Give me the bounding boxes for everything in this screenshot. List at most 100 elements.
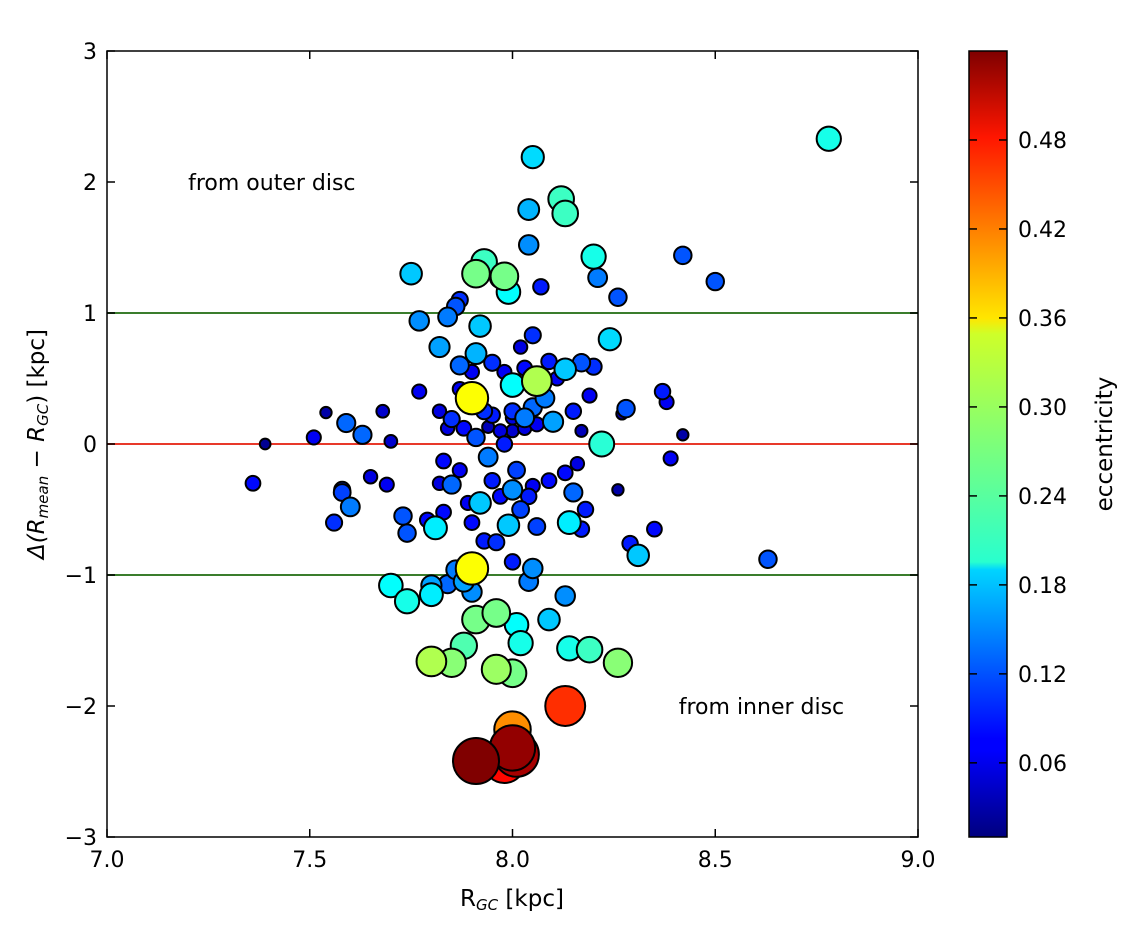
data-point	[551, 199, 580, 228]
data-point	[463, 514, 481, 531]
data-point	[451, 462, 468, 479]
data-point	[608, 287, 628, 308]
data-point	[442, 410, 461, 429]
data-point	[522, 557, 544, 580]
data-point	[576, 500, 595, 519]
data-point	[423, 515, 448, 541]
y-tick-label: −2	[65, 695, 97, 720]
data-point	[503, 553, 522, 571]
data-point	[815, 125, 842, 152]
data-point	[540, 472, 558, 490]
colorbar-tick-label: 0.12	[1018, 663, 1067, 688]
data-point	[455, 419, 473, 437]
data-point	[362, 469, 379, 485]
colorbar-tick-label: 0.30	[1018, 396, 1067, 421]
data-point	[454, 380, 490, 416]
data-point	[418, 582, 444, 608]
data-point	[480, 653, 512, 685]
data-point	[537, 607, 561, 632]
data-point	[466, 427, 486, 448]
data-point	[477, 446, 499, 468]
data-point	[602, 647, 634, 678]
data-point	[319, 405, 333, 420]
data-point	[468, 314, 492, 338]
data-point	[501, 479, 524, 501]
data-point	[523, 326, 542, 345]
data-point	[393, 588, 421, 615]
data-point	[532, 278, 550, 296]
data-point	[653, 382, 672, 401]
data-point	[564, 402, 583, 420]
data-point	[435, 452, 452, 470]
data-point	[468, 491, 492, 515]
y-tick-label: 3	[83, 40, 97, 65]
data-point	[556, 464, 574, 482]
data-point	[454, 551, 490, 586]
data-point	[499, 372, 526, 398]
data-point	[520, 144, 545, 170]
x-tick-label: 8.5	[698, 848, 733, 873]
data-point	[520, 365, 553, 397]
y-tick-label: 0	[83, 433, 97, 458]
x-tick-label: 7.0	[90, 848, 125, 873]
data-point	[452, 737, 501, 786]
data-point	[544, 685, 587, 727]
data-point	[597, 327, 622, 352]
data-points	[244, 125, 842, 786]
y-tick-label: 1	[83, 302, 97, 327]
data-point	[464, 342, 488, 366]
data-point	[408, 310, 430, 332]
y-tick-label: 2	[83, 171, 97, 196]
x-tick-label: 9.0	[901, 848, 936, 873]
colorbar-tick-label: 0.48	[1018, 129, 1067, 154]
data-point	[758, 549, 778, 570]
data-point	[517, 198, 541, 221]
data-point	[673, 245, 693, 266]
data-point	[507, 629, 534, 657]
data-point	[580, 243, 607, 270]
data-point	[244, 474, 262, 492]
data-point	[496, 513, 521, 537]
data-point	[569, 455, 586, 472]
y-axis-label: Δ(Rmean − RGC) [kpc]	[24, 329, 52, 561]
data-point	[397, 523, 417, 543]
data-point	[461, 258, 491, 289]
colorbar-tick-label: 0.06	[1018, 752, 1067, 777]
colorbar-ticks: 0.06 0.12 0.18 0.24 0.30 0.36 0.42 0.48	[969, 129, 1067, 777]
data-point	[616, 398, 636, 419]
y-ticks: −3 −2 −1 0 1 2 3	[65, 40, 918, 851]
y-tick-label: −1	[65, 564, 97, 589]
colorbar-tick-label: 0.42	[1018, 218, 1067, 243]
data-point	[483, 471, 501, 490]
data-point	[375, 403, 391, 419]
data-point	[411, 383, 428, 400]
data-point	[626, 543, 650, 568]
x-tick-label: 7.5	[292, 848, 327, 873]
colorbar-gradient	[968, 50, 1008, 838]
data-point	[563, 482, 584, 503]
data-point	[483, 353, 502, 372]
colorbar-tick-label: 0.24	[1018, 485, 1067, 510]
data-point	[553, 357, 577, 382]
data-point	[581, 387, 598, 404]
data-point	[437, 306, 459, 328]
data-point	[517, 234, 540, 256]
data-point	[383, 434, 399, 449]
data-point	[441, 474, 462, 495]
data-point	[489, 261, 520, 292]
colorbar-tick-label: 0.36	[1018, 307, 1067, 332]
data-point	[481, 598, 512, 628]
data-point	[527, 517, 547, 536]
data-point	[676, 428, 690, 442]
data-point	[554, 585, 576, 607]
data-point	[428, 335, 451, 359]
data-point	[505, 423, 520, 439]
data-point	[339, 496, 361, 518]
data-point	[431, 403, 448, 419]
data-point	[511, 500, 531, 519]
data-point	[305, 429, 322, 446]
data-point	[574, 423, 589, 438]
data-point	[487, 533, 506, 552]
data-point	[449, 355, 470, 376]
data-point	[556, 510, 582, 536]
